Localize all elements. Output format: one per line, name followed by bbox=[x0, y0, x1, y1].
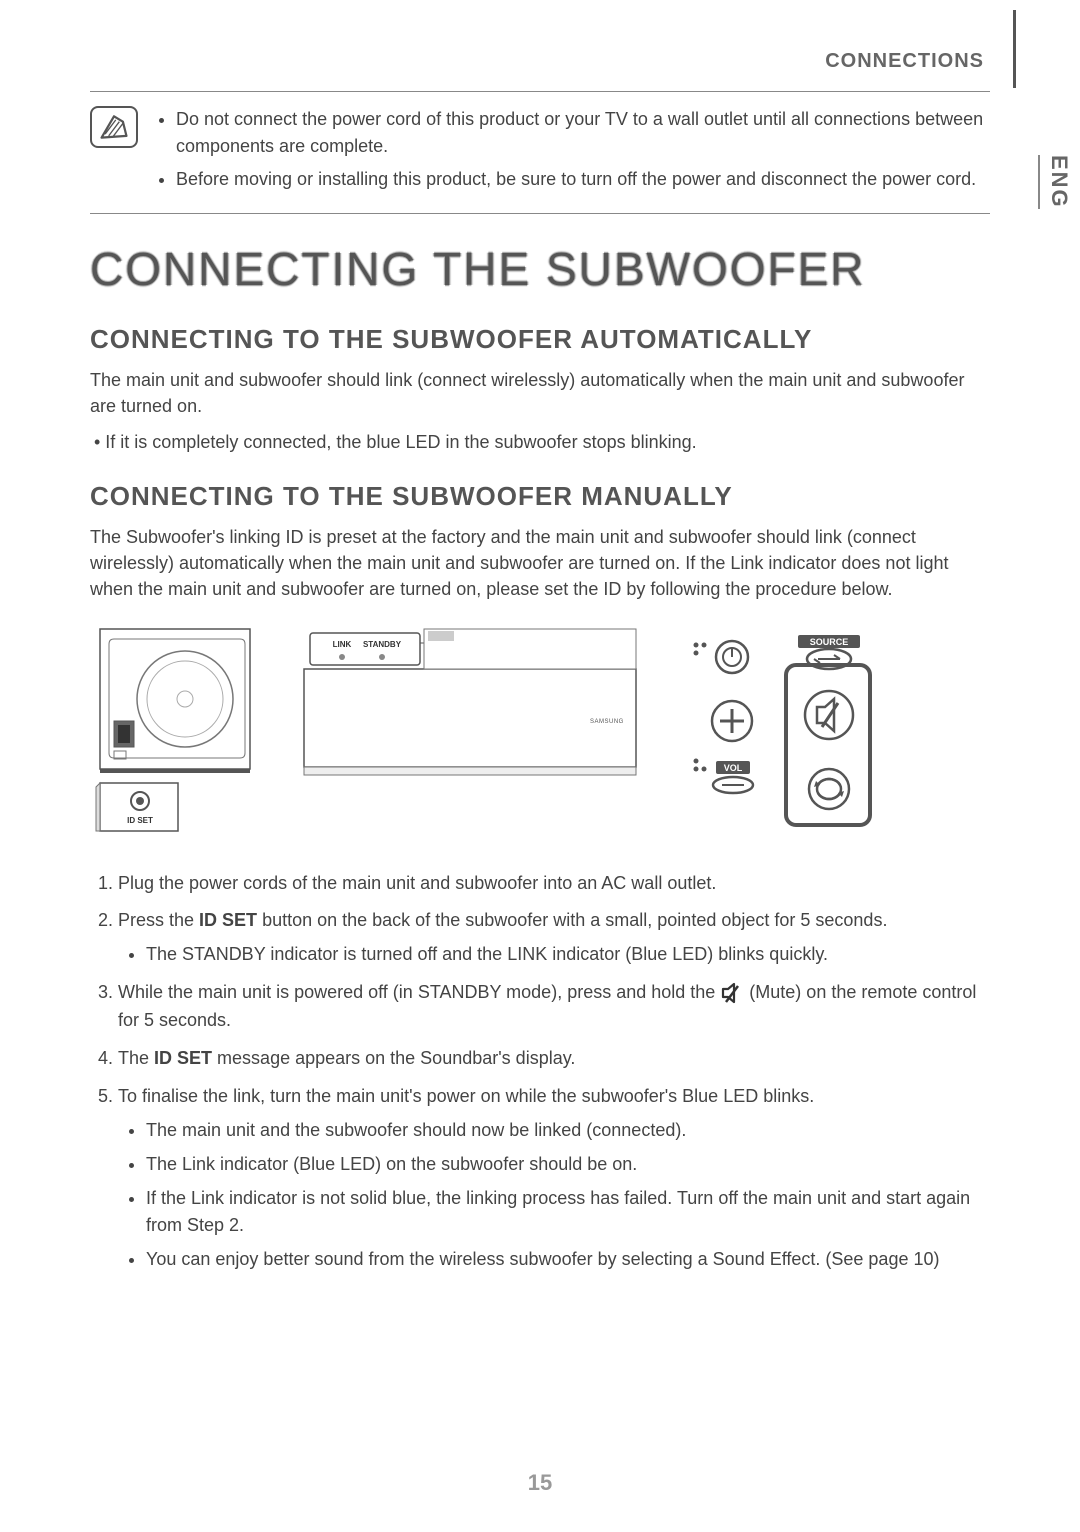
language-tab: ENG bbox=[1038, 155, 1072, 209]
substep: The main unit and the subwoofer should n… bbox=[146, 1117, 990, 1145]
step-2: Press the ID SET button on the back of t… bbox=[118, 907, 990, 969]
note-icon bbox=[90, 106, 138, 148]
step-4: The ID SET message appears on the Soundb… bbox=[118, 1045, 990, 1073]
step-text-pre: Press the bbox=[118, 910, 199, 930]
step-text-pre: The bbox=[118, 1048, 154, 1068]
auto-paragraph: The main unit and subwoofer should link … bbox=[90, 367, 990, 419]
step-1: Plug the power cords of the main unit an… bbox=[118, 870, 990, 898]
step-bold: ID SET bbox=[154, 1048, 212, 1068]
step-text-pre: While the main unit is powered off (in S… bbox=[118, 982, 720, 1002]
header-vertical-rule bbox=[1013, 10, 1016, 88]
step-text: Plug the power cords of the main unit an… bbox=[118, 873, 716, 893]
section-header: CONNECTIONS bbox=[90, 50, 990, 73]
note-item: Before moving or installing this product… bbox=[176, 166, 990, 193]
header-rule bbox=[90, 91, 990, 92]
diagram-row: ID SET LINK STANDBY SAMSUNG bbox=[90, 625, 990, 840]
step-text: To finalise the link, turn the main unit… bbox=[118, 1086, 814, 1106]
svg-text:VOL: VOL bbox=[724, 763, 743, 773]
svg-text:ID SET: ID SET bbox=[127, 816, 153, 825]
page-number: 15 bbox=[0, 1470, 1080, 1496]
manual-paragraph: The Subwoofer's linking ID is preset at … bbox=[90, 524, 990, 602]
svg-text:SOURCE: SOURCE bbox=[810, 637, 849, 647]
svg-text:LINK: LINK bbox=[333, 640, 352, 649]
substep: If the Link indicator is not solid blue,… bbox=[146, 1185, 990, 1241]
substep: The Link indicator (Blue LED) on the sub… bbox=[146, 1151, 990, 1179]
step-3: While the main unit is powered off (in S… bbox=[118, 979, 990, 1035]
auto-heading: CONNECTING TO THE SUBWOOFER AUTOMATICALL… bbox=[90, 324, 990, 355]
svg-text:SAMSUNG: SAMSUNG bbox=[590, 719, 624, 725]
manual-heading: CONNECTING TO THE SUBWOOFER MANUALLY bbox=[90, 481, 990, 512]
steps-list: Plug the power cords of the main unit an… bbox=[90, 870, 990, 1275]
soundbar-diagram: LINK STANDBY SAMSUNG bbox=[300, 625, 640, 790]
step-bold: ID SET bbox=[199, 910, 257, 930]
svg-text:STANDBY: STANDBY bbox=[363, 640, 402, 649]
mute-icon bbox=[720, 982, 744, 1004]
note-item: Do not connect the power cord of this pr… bbox=[176, 106, 990, 160]
step-text-post: button on the back of the subwoofer with… bbox=[257, 910, 887, 930]
auto-bullet: • If it is completely connected, the blu… bbox=[90, 429, 990, 455]
remote-diagram: SOURCE VOL bbox=[680, 625, 880, 840]
subwoofer-diagram: ID SET bbox=[90, 625, 260, 840]
page-title: CONNECTING THE SUBWOOFER bbox=[90, 242, 990, 296]
note-list: Do not connect the power cord of this pr… bbox=[158, 106, 990, 199]
note-rule bbox=[90, 213, 990, 214]
note-box: Do not connect the power cord of this pr… bbox=[90, 106, 990, 199]
substep: The STANDBY indicator is turned off and … bbox=[146, 941, 990, 969]
substep: You can enjoy better sound from the wire… bbox=[146, 1246, 990, 1274]
step-5: To finalise the link, turn the main unit… bbox=[118, 1083, 990, 1274]
step-text-post: message appears on the Soundbar's displa… bbox=[212, 1048, 575, 1068]
